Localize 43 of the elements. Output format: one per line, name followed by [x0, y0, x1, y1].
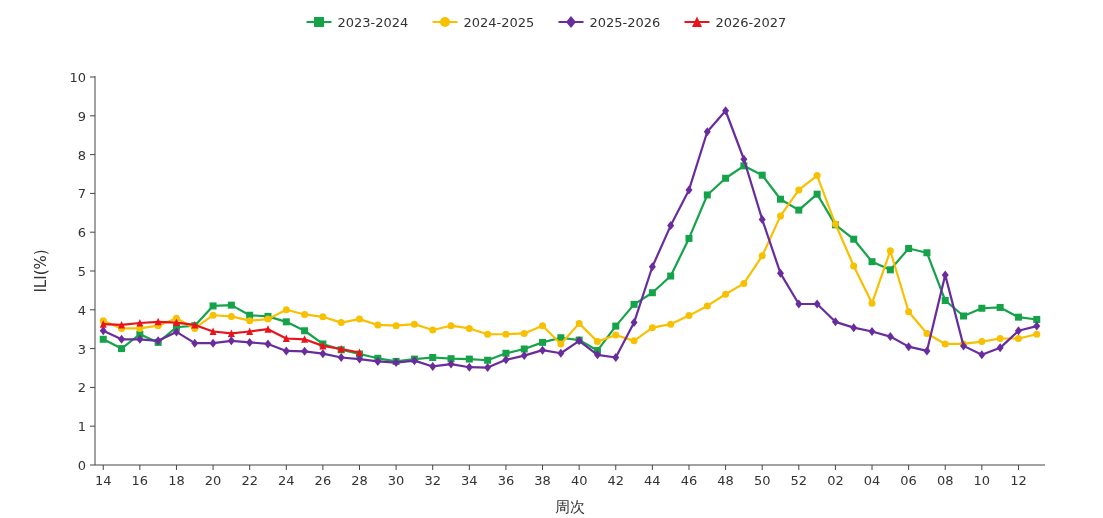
- x-tick-label: 50: [753, 473, 771, 488]
- x-tick-label: 38: [534, 473, 551, 488]
- x-tick-label: 34: [461, 473, 478, 488]
- x-tick-label: 30: [387, 473, 405, 488]
- y-tick-label: 1: [77, 419, 86, 435]
- legend-label: 2025-2026: [589, 15, 661, 30]
- x-tick-label: 04: [863, 473, 881, 488]
- x-axis-title: 周次: [555, 498, 585, 516]
- x-tick-label: 20: [204, 473, 222, 488]
- y-tick-label: 10: [69, 70, 86, 85]
- x-tick-label: 36: [497, 473, 515, 488]
- y-axis-title: ILI(%): [32, 249, 50, 293]
- x-tick-label: 16: [131, 473, 149, 488]
- x-tick-label: 06: [900, 473, 917, 488]
- x-tick-label: 32: [424, 473, 441, 488]
- x-tick-label: 48: [717, 473, 734, 488]
- y-tick-label: 9: [77, 108, 86, 124]
- x-tick-label: 02: [827, 473, 844, 488]
- legend-label: 2023-2024: [337, 15, 409, 30]
- y-tick-label: 2: [77, 380, 86, 396]
- x-tick-label: 42: [607, 473, 625, 488]
- x-tick-label: 22: [241, 473, 258, 488]
- x-tick-label: 18: [168, 473, 185, 488]
- x-tick-label: 28: [351, 473, 368, 488]
- x-tick-label: 26: [314, 473, 332, 488]
- legend-label: 2024-2025: [463, 15, 535, 30]
- y-tick-label: 5: [77, 264, 86, 279]
- x-tick-label: 10: [973, 473, 991, 488]
- y-tick-label: 0: [77, 458, 86, 473]
- x-tick-label: 44: [644, 473, 661, 488]
- legend-label: 2026-2027: [715, 15, 787, 30]
- x-tick-label: 46: [680, 473, 698, 488]
- y-tick-label: 8: [77, 147, 86, 163]
- y-tick-label: 4: [77, 302, 86, 318]
- x-tick-label: 14: [94, 473, 112, 488]
- x-tick-label: 24: [278, 473, 295, 488]
- y-tick-label: 6: [77, 225, 86, 241]
- x-tick-label: 12: [1010, 473, 1027, 488]
- x-tick-label: 52: [790, 473, 808, 488]
- y-tick-label: 3: [77, 341, 86, 357]
- x-tick-label: 40: [570, 473, 588, 488]
- y-tick-label: 7: [77, 186, 86, 202]
- x-tick-label: 08: [936, 473, 954, 488]
